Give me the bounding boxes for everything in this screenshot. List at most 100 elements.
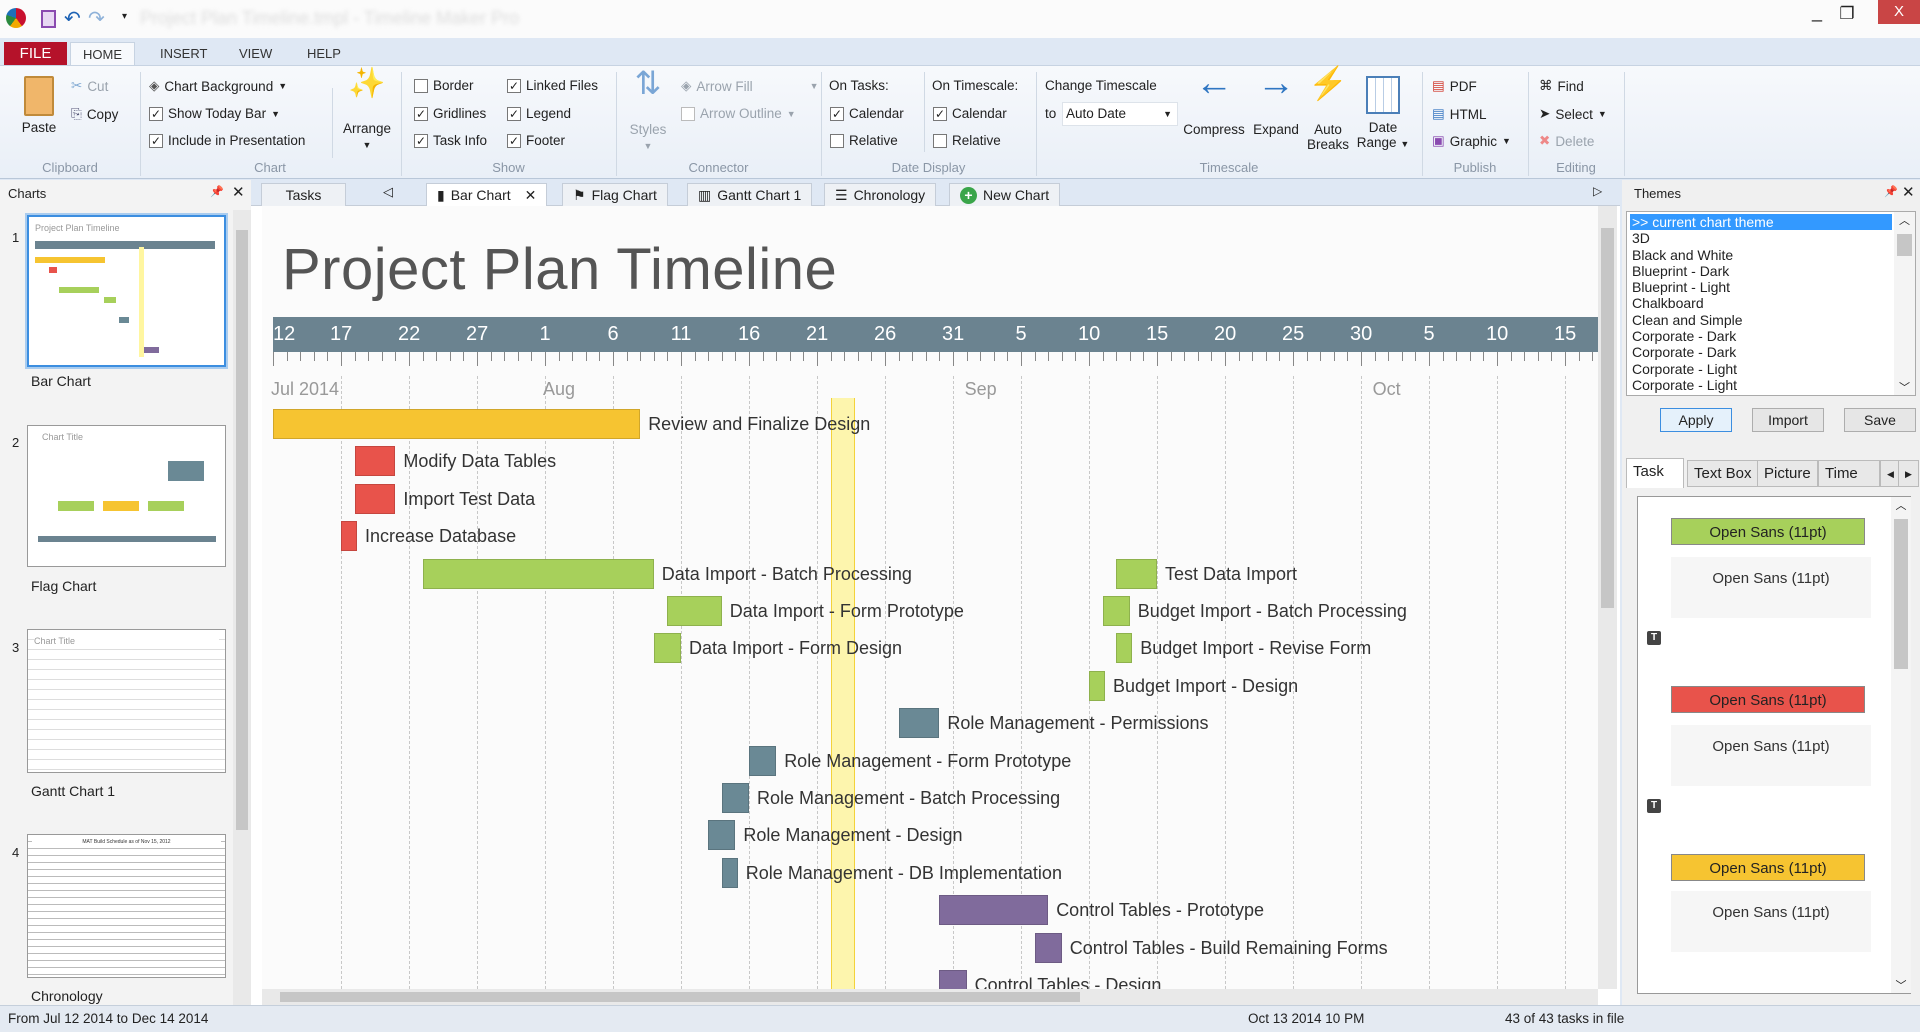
auto-breaks-button[interactable]: ⚡ Auto Breaks xyxy=(1303,67,1353,152)
task-bar[interactable] xyxy=(354,446,396,477)
task-label[interactable]: Control Tables - Prototype xyxy=(1056,900,1264,921)
theme-item[interactable]: Black and White xyxy=(1632,246,1734,263)
task-bar[interactable] xyxy=(653,633,681,664)
arrow-outline-button[interactable]: Arrow Outline ▼ xyxy=(681,106,796,121)
tab-gantt-chart-1[interactable]: ▥ Gantt Chart 1 xyxy=(687,183,813,206)
task-bar[interactable] xyxy=(1034,932,1062,963)
task-bar[interactable] xyxy=(721,783,749,813)
task-bar[interactable] xyxy=(1116,558,1157,589)
chart-label[interactable]: Gantt Chart 1 xyxy=(31,783,116,799)
task-label[interactable]: Data Import - Form Prototype xyxy=(729,601,964,621)
charts-scrollbar[interactable] xyxy=(233,210,251,1005)
task-label[interactable]: Data Import - Form Design xyxy=(689,638,903,659)
task-label[interactable]: Control Tables - Design xyxy=(974,975,1162,989)
include-in-presentation-checkbox[interactable]: ✓ Include in Presentation xyxy=(149,133,306,148)
task-label[interactable]: Role Management - DB Implementation xyxy=(745,862,1062,883)
chart-thumbnail-chronology[interactable]: MAT Build Schedule as of Nov 15, 2012 xyxy=(27,834,226,978)
text-icon[interactable]: T xyxy=(1647,631,1661,645)
timescale-band[interactable]: 12 17 22 27 1 6 11 16 21 26 31 5 10 15 20 25 30 5 10 15 xyxy=(273,317,1598,352)
task-label[interactable]: Role Management - Form Prototype xyxy=(784,750,1072,771)
theme-item[interactable]: Blueprint - Light xyxy=(1632,279,1731,296)
chart-label[interactable]: Chronology xyxy=(31,988,103,1004)
timescale-relative-checkbox[interactable]: Relative xyxy=(933,133,1001,148)
chart-background-button[interactable]: ◈ Chart Background ▼ xyxy=(149,78,288,94)
task-label[interactable]: Modify Data Tables xyxy=(403,451,557,472)
styles-button[interactable]: ⇅ Styles ▼ xyxy=(626,67,670,154)
themes-list[interactable]: >> current chart theme 3D Black and White B… xyxy=(1626,211,1916,396)
arrow-fill-button[interactable]: ◈ Arrow Fill ▼ xyxy=(681,78,819,94)
task-label[interactable]: Role Management - Permissions xyxy=(947,713,1209,734)
date-range-button[interactable]: Date Range ▼ xyxy=(1355,76,1411,152)
tab-flag-chart[interactable]: ⚑ Flag Chart xyxy=(562,183,668,206)
task-bar[interactable] xyxy=(749,745,777,776)
tab-file[interactable]: FILE xyxy=(4,42,67,66)
linked-files-checkbox[interactable]: ✓ Linked Files xyxy=(507,78,599,93)
task-bar[interactable] xyxy=(898,708,940,739)
gridlines-checkbox[interactable]: ✓ Gridlines xyxy=(414,106,487,121)
show-today-bar-checkbox[interactable]: ✓ Show Today Bar ▼ xyxy=(149,106,280,121)
today-bar[interactable] xyxy=(830,398,855,989)
scroll-tabs-left-icon[interactable]: ◁ xyxy=(383,184,393,199)
task-label[interactable]: Role Management - Batch Processing xyxy=(757,788,1061,808)
arrange-button[interactable]: ✨ Arrange ▼ xyxy=(339,69,395,153)
pdf-button[interactable]: ▤ PDF xyxy=(1432,78,1477,94)
task-label[interactable]: Test Data Import xyxy=(1165,563,1298,584)
text-icon[interactable]: T xyxy=(1647,799,1661,813)
task-label[interactable]: Data Import - Batch Processing xyxy=(661,563,912,584)
import-button[interactable]: Import xyxy=(1752,408,1824,432)
delete-button[interactable]: ✖ Delete xyxy=(1539,133,1595,149)
tasks-calendar-checkbox[interactable]: ✓ Calendar xyxy=(830,106,904,121)
apply-button[interactable]: Apply xyxy=(1660,408,1732,432)
style-text[interactable]: Open Sans (11pt) xyxy=(1671,557,1871,618)
redo-icon[interactable]: ↷ xyxy=(88,8,105,30)
chart-label[interactable]: Bar Chart xyxy=(31,373,91,389)
chart-thumbnail-bar-chart[interactable]: Project Plan Timeline xyxy=(25,213,228,369)
task-bar[interactable] xyxy=(341,521,357,552)
vertical-scrollbar[interactable] xyxy=(1598,206,1617,989)
tab-task[interactable]: Task xyxy=(1626,458,1684,488)
task-label[interactable]: Role Management - Design xyxy=(743,825,963,846)
style-text[interactable]: Open Sans (11pt) xyxy=(1671,891,1871,952)
theme-item[interactable]: 3D xyxy=(1632,230,1650,247)
legend-checkbox[interactable]: ✓ Legend xyxy=(507,106,572,121)
task-info-checkbox[interactable]: ✓ Task Info xyxy=(414,133,488,148)
task-label[interactable]: Control Tables - Build Remaining Forms xyxy=(1069,937,1388,958)
theme-item[interactable]: Corporate - Light xyxy=(1632,376,1738,393)
close-icon[interactable]: ✕ xyxy=(1902,184,1915,201)
task-bar[interactable] xyxy=(1089,670,1105,701)
timescale-calendar-checkbox[interactable]: ✓ Calendar xyxy=(933,106,1007,121)
task-bar[interactable] xyxy=(1102,596,1130,626)
theme-item[interactable]: Chalkboard xyxy=(1632,295,1704,312)
style-text[interactable]: Open Sans (11pt) xyxy=(1671,725,1871,786)
task-label[interactable]: Increase Database xyxy=(365,526,517,547)
select-button[interactable]: ➤ Select ▼ xyxy=(1539,106,1607,122)
close-button[interactable]: X xyxy=(1878,0,1920,24)
tab-text-box[interactable]: Text Box xyxy=(1687,460,1759,487)
task-bar[interactable] xyxy=(354,483,396,514)
html-button[interactable]: ▤ HTML xyxy=(1432,106,1487,122)
task-label[interactable]: Budget Import - Revise Form xyxy=(1140,638,1372,659)
tab-new-chart[interactable]: + New Chart xyxy=(949,183,1061,206)
task-bar[interactable] xyxy=(667,596,722,626)
graphic-button[interactable]: ▣ Graphic ▼ xyxy=(1432,133,1511,149)
minimize-button[interactable]: _ xyxy=(1811,2,1822,22)
task-bar[interactable] xyxy=(939,970,967,989)
tab-help[interactable]: HELP xyxy=(307,46,341,61)
copy-button[interactable]: ⎘ Copy xyxy=(71,106,119,122)
tab-picture[interactable]: Picture xyxy=(1757,460,1818,487)
tabs-scroll-right-icon[interactable]: ▶ xyxy=(1898,460,1919,487)
theme-item[interactable]: Corporate - Dark xyxy=(1632,328,1737,345)
styles-scrollbar[interactable]: ︿ ﹀ xyxy=(1891,497,1911,993)
compress-button[interactable]: ← Compress xyxy=(1180,64,1248,137)
border-checkbox[interactable]: Border xyxy=(414,78,474,93)
pin-icon[interactable]: 📌 xyxy=(1884,186,1898,198)
task-label[interactable]: Import Test Data xyxy=(403,488,536,509)
footer-checkbox[interactable]: ✓ Footer xyxy=(507,133,566,148)
style-red[interactable]: Open Sans (11pt) xyxy=(1671,686,1865,713)
task-label[interactable]: Budget Import - Design xyxy=(1113,675,1299,696)
style-yellow[interactable]: Open Sans (11pt) xyxy=(1671,854,1865,881)
save-button[interactable]: Save xyxy=(1844,408,1916,432)
quick-access-dropdown-icon[interactable]: ▾ xyxy=(122,11,128,22)
task-bar[interactable] xyxy=(939,895,1049,926)
horizontal-scrollbar[interactable] xyxy=(262,989,1598,1005)
